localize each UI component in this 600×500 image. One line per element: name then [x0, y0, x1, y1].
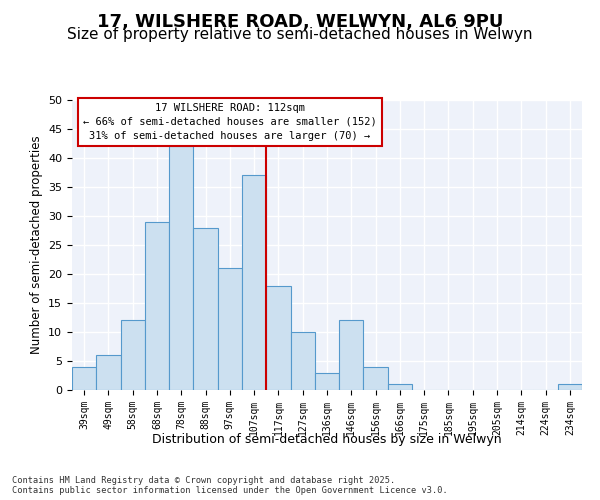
Bar	[145, 222, 169, 390]
Text: 17 WILSHERE ROAD: 112sqm
← 66% of semi-detached houses are smaller (152)
31% of : 17 WILSHERE ROAD: 112sqm ← 66% of semi-d…	[83, 103, 377, 141]
Text: 17, WILSHERE ROAD, WELWYN, AL6 9PU: 17, WILSHERE ROAD, WELWYN, AL6 9PU	[97, 12, 503, 30]
Bar	[72, 367, 96, 390]
Bar	[96, 355, 121, 390]
Bar	[290, 332, 315, 390]
Bar	[242, 176, 266, 390]
Bar	[193, 228, 218, 390]
Bar	[388, 384, 412, 390]
Bar	[558, 384, 582, 390]
Text: Size of property relative to semi-detached houses in Welwyn: Size of property relative to semi-detach…	[67, 28, 533, 42]
Bar	[266, 286, 290, 390]
Bar	[364, 367, 388, 390]
Y-axis label: Number of semi-detached properties: Number of semi-detached properties	[29, 136, 43, 354]
Text: Contains HM Land Registry data © Crown copyright and database right 2025.
Contai: Contains HM Land Registry data © Crown c…	[12, 476, 448, 495]
Bar	[339, 320, 364, 390]
Bar	[315, 372, 339, 390]
Bar	[169, 146, 193, 390]
Bar	[218, 268, 242, 390]
Text: Distribution of semi-detached houses by size in Welwyn: Distribution of semi-detached houses by …	[152, 432, 502, 446]
Bar	[121, 320, 145, 390]
